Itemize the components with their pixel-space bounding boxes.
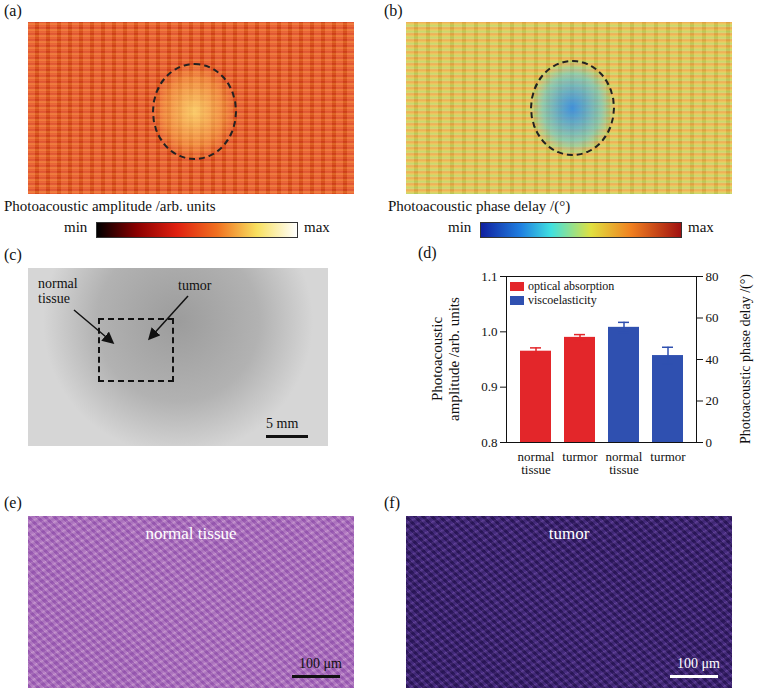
html-text:Photoacoustic amplitude /arb.: Photoacoustic amplitude /arb. units bbox=[429, 297, 462, 421]
html-text:100 μm: 100 μm bbox=[677, 656, 720, 671]
html-text:(d): (d) bbox=[418, 244, 437, 261]
svg-text:0.9: 0.9 bbox=[481, 379, 497, 394]
svg-text:turmor: turmor bbox=[650, 449, 686, 464]
html-text:viscoelasticity: viscoelasticity bbox=[528, 293, 597, 307]
svg-text:60: 60 bbox=[706, 310, 719, 325]
svg-text:1.1: 1.1 bbox=[481, 269, 497, 284]
svg-text:20: 20 bbox=[706, 393, 719, 408]
html-text:Photoacoustic phase delay /(°): Photoacoustic phase delay /(°) bbox=[738, 274, 753, 444]
html-text:optical absorption: optical absorption bbox=[528, 279, 615, 293]
svg-text:normaltissue: normaltissue bbox=[606, 449, 643, 477]
svg-text:turmor: turmor bbox=[562, 449, 598, 464]
html-text:normal tissue: normal tissue bbox=[38, 276, 78, 306]
html-text:tumor: tumor bbox=[548, 524, 590, 543]
svg-text:0.8: 0.8 bbox=[481, 435, 497, 450]
svg-text:80: 80 bbox=[706, 269, 719, 284]
html-text:Photoacoustic amplitude /arb.: Photoacoustic amplitude /arb. units bbox=[4, 198, 216, 214]
html-text:min: min bbox=[64, 219, 88, 235]
html-text:tumor: tumor bbox=[178, 278, 212, 293]
svg-text:normaltissue: normaltissue bbox=[518, 449, 555, 477]
html-text:(f): (f) bbox=[384, 494, 400, 511]
html-text:(c): (c) bbox=[4, 246, 22, 263]
html-text:max: max bbox=[688, 219, 714, 235]
svg-text:1.0: 1.0 bbox=[481, 324, 497, 339]
html-text:normal tissue: normal tissue bbox=[145, 524, 237, 543]
html-text:(e): (e) bbox=[4, 494, 22, 511]
html-text:max: max bbox=[304, 219, 330, 235]
html-text:(b): (b) bbox=[384, 2, 403, 19]
html-text:5 mm: 5 mm bbox=[266, 416, 299, 431]
html-text:Photoacoustic phase delay /(°): Photoacoustic phase delay /(°) bbox=[388, 198, 571, 214]
svg-text:0: 0 bbox=[706, 435, 713, 450]
html-text:(a): (a) bbox=[4, 2, 22, 19]
svg-text:40: 40 bbox=[706, 352, 719, 367]
html-text:100 μm: 100 μm bbox=[299, 656, 342, 671]
html-text:min: min bbox=[448, 219, 472, 235]
